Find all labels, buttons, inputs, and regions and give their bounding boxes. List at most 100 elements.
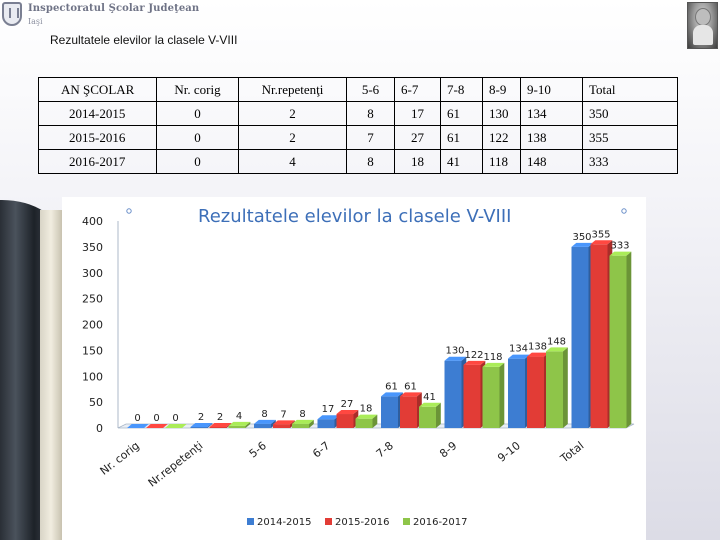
bar-front — [355, 418, 373, 428]
table-cell: 27 — [394, 125, 441, 150]
table-cell: 2014-2015 — [38, 101, 157, 126]
data-label: 4 — [236, 411, 242, 422]
bar-top — [336, 410, 359, 415]
bar-side — [309, 419, 314, 428]
table-cell: 130 — [482, 101, 521, 126]
legend-swatch — [325, 518, 332, 525]
table-cell: 41 — [440, 149, 483, 174]
chart-area: Rezultatele elevilor la clasele V-VIII 0 5… — [62, 197, 646, 540]
y-tick-label: 0 — [96, 422, 103, 435]
table-cell: 61 — [440, 101, 483, 126]
data-label: 130 — [445, 346, 464, 357]
x-tick-label: Nr.repetenţi — [146, 439, 206, 490]
x-tick-label: Total — [557, 439, 586, 466]
table-cell: 138 — [520, 125, 583, 150]
bar-top — [527, 352, 549, 357]
bar-side — [372, 414, 378, 428]
bar-top — [444, 356, 467, 361]
portrait-image — [687, 2, 718, 49]
corner-marker — [621, 208, 627, 214]
bar-side — [226, 422, 232, 428]
table-cell: 2 — [238, 101, 347, 126]
table-cell: 61 — [440, 125, 483, 150]
data-label: 333 — [610, 241, 629, 252]
table-cell: 148 — [520, 149, 583, 174]
data-label: 27 — [341, 399, 354, 410]
table-header-cell: AN ŞCOLAR — [38, 77, 157, 102]
table-row: 2015-2016 0 2 7 27 61 122 138 355 — [38, 125, 678, 150]
table-header-row: AN ŞCOLAR Nr. corig Nr.repetenţi 5-6 6-7… — [38, 77, 678, 102]
table-header-cell: 8-9 — [482, 77, 521, 102]
bar-front — [482, 366, 500, 428]
y-tick-label: 350 — [82, 241, 103, 254]
table-row: 2014-2015 0 2 8 17 61 130 134 350 — [38, 101, 678, 126]
bar-top — [273, 420, 295, 425]
table-cell: 8 — [346, 149, 395, 174]
table-header-cell: 6-7 — [394, 77, 441, 102]
bar-front — [508, 358, 525, 428]
bar-top — [508, 354, 530, 359]
y-tick-label: 100 — [82, 370, 103, 383]
data-label: 8 — [299, 409, 305, 420]
data-label: 61 — [385, 381, 398, 392]
table-cell: 134 — [520, 101, 583, 126]
data-label: 0 — [153, 413, 159, 424]
book-decoration — [0, 200, 62, 540]
bar-front — [609, 255, 627, 428]
legend-swatch — [403, 518, 410, 525]
bar-side — [499, 362, 505, 428]
data-label: 350 — [572, 232, 591, 243]
slide-title: Rezultatele elevilor la clasele V-VIII — [50, 33, 238, 47]
bar-side — [271, 419, 276, 428]
bar-top — [254, 419, 276, 424]
y-tick-label: 200 — [82, 319, 103, 332]
table-header-cell: 7-8 — [440, 77, 483, 102]
table-cell: 2016-2017 — [38, 149, 157, 174]
x-tick-label: Nr. corig — [98, 439, 142, 478]
bar-top — [381, 392, 403, 397]
data-label: 17 — [322, 404, 335, 415]
data-label: 118 — [483, 352, 502, 363]
data-label: 122 — [464, 350, 483, 361]
data-label: 134 — [509, 344, 528, 355]
y-tick-label: 300 — [82, 267, 103, 280]
table-header-cell: 5-6 — [346, 77, 395, 102]
table-cell: 350 — [582, 101, 678, 126]
bar-top — [609, 251, 632, 256]
bar-front — [571, 246, 589, 428]
data-label: 2 — [198, 412, 204, 423]
y-tick-label: 150 — [82, 344, 103, 357]
table-cell: 118 — [482, 149, 521, 174]
table-cell: 0 — [156, 149, 239, 174]
bar-top — [419, 402, 441, 407]
bar-side — [207, 422, 213, 428]
bar-front — [400, 396, 417, 428]
bar-front — [444, 360, 462, 428]
data-label: 138 — [528, 342, 547, 353]
table-cell: 7 — [346, 125, 395, 150]
data-label: 0 — [134, 413, 140, 424]
data-label: 0 — [172, 413, 178, 424]
bar-front — [527, 356, 544, 428]
bar-front — [228, 425, 246, 428]
table-cell: 2 — [238, 125, 347, 150]
y-tick-label: 400 — [82, 215, 103, 228]
bar-top — [400, 392, 422, 397]
bar-front — [381, 396, 398, 428]
bar-chart: Rezultatele elevilor la clasele V-VIII 0 5… — [82, 206, 635, 528]
bar-side — [245, 421, 251, 428]
bar-front — [317, 419, 335, 428]
x-tick-label: 5-6 — [247, 439, 269, 460]
table-row: 2016-2017 0 4 8 18 41 118 148 333 — [38, 149, 678, 174]
bar-front — [190, 426, 208, 428]
table-cell: 8 — [346, 101, 395, 126]
data-label: 61 — [404, 381, 417, 392]
corner-marker — [126, 208, 132, 214]
bar-top — [590, 240, 613, 245]
bar-side — [626, 251, 632, 428]
bar-side — [563, 347, 568, 428]
legend-label: 2015-2016 — [335, 517, 390, 528]
chart-title: Rezultatele elevilor la clasele V-VIII — [198, 206, 511, 227]
data-label: 7 — [280, 409, 286, 420]
bar-front — [292, 423, 309, 428]
